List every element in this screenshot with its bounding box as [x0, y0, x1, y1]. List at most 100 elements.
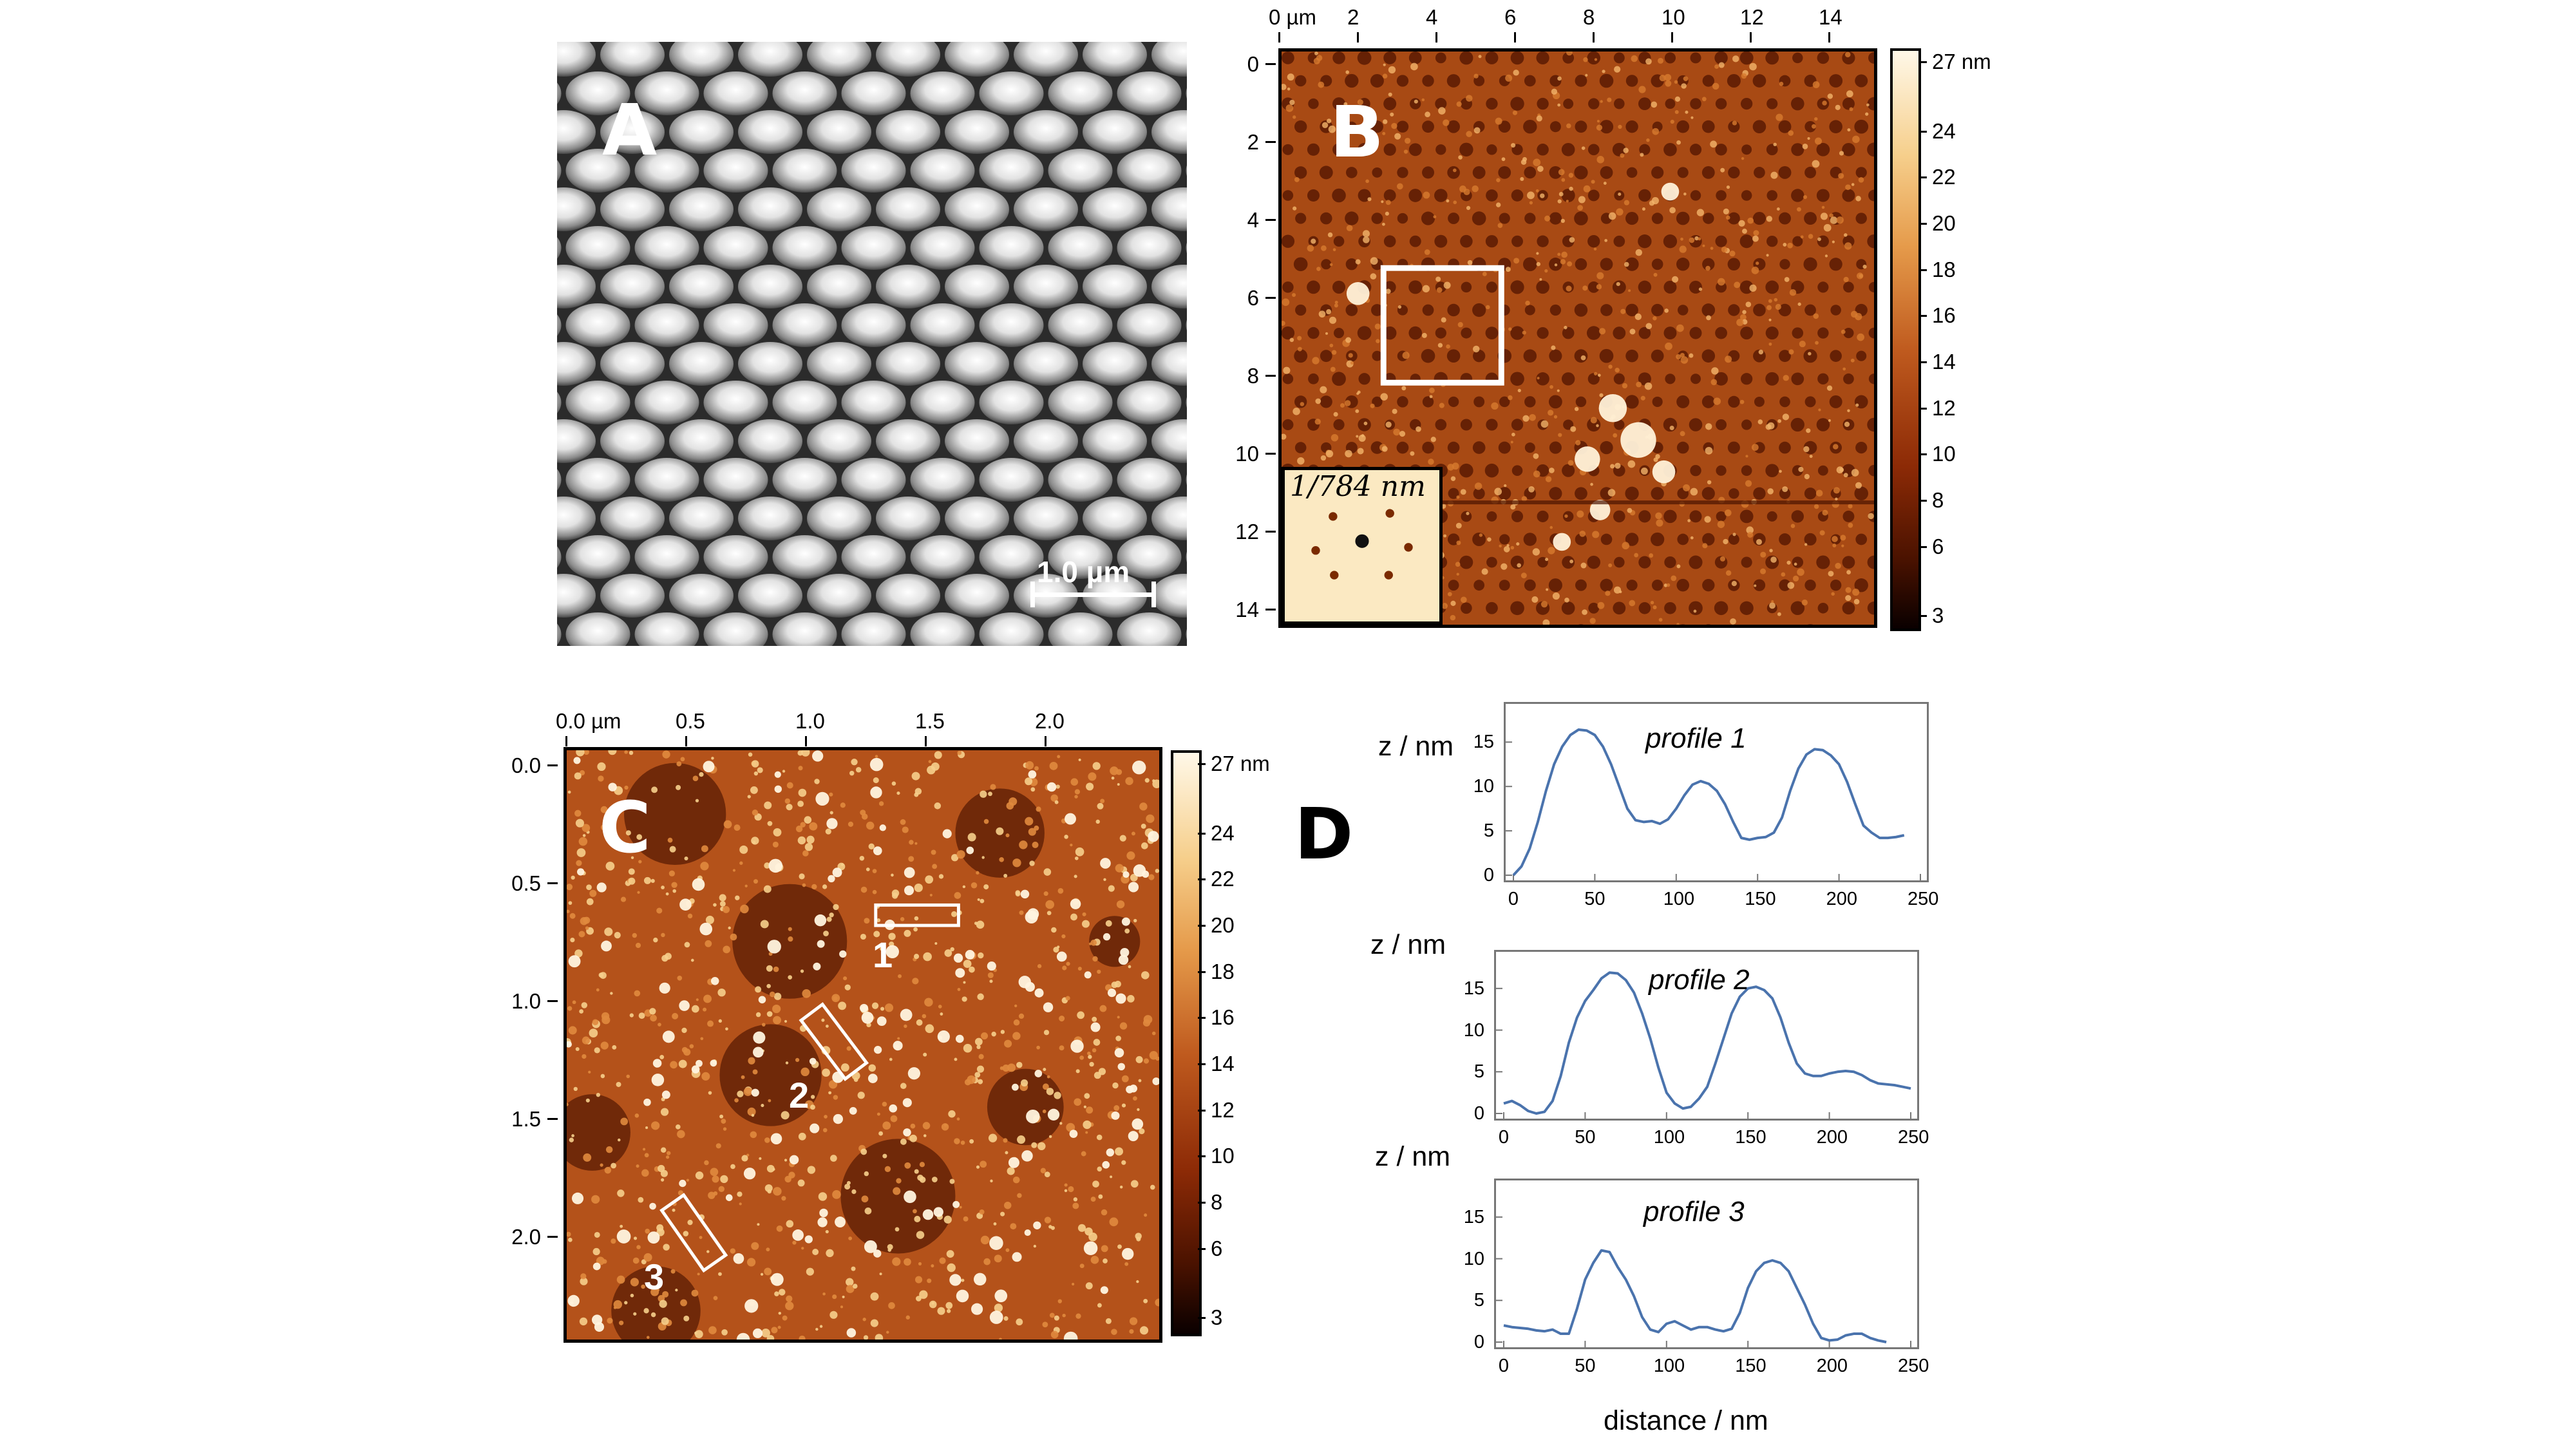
grain	[870, 1292, 879, 1301]
pore	[1790, 417, 1804, 432]
pore	[1706, 624, 1711, 625]
pore	[1753, 303, 1766, 317]
particle	[861, 1011, 874, 1024]
grain	[1818, 408, 1821, 412]
particle	[1008, 1157, 1019, 1168]
grain	[875, 755, 878, 758]
grain	[1141, 842, 1148, 849]
particle	[792, 1229, 804, 1241]
grain	[773, 1016, 782, 1025]
pore	[1447, 166, 1460, 179]
grain	[781, 1196, 786, 1201]
grain	[604, 1166, 612, 1174]
grain	[1747, 217, 1754, 224]
grain	[1539, 278, 1542, 281]
grain	[1054, 1092, 1061, 1099]
profile-3-line	[1503, 1249, 1887, 1343]
panel-b-x-tick	[1671, 32, 1673, 43]
pore	[1868, 189, 1874, 202]
pore	[1779, 579, 1791, 591]
grain	[1797, 568, 1804, 576]
grain	[1600, 100, 1603, 103]
grain	[931, 849, 936, 855]
grain	[613, 1306, 617, 1309]
sphere	[1117, 226, 1182, 270]
pore	[1792, 236, 1803, 247]
grain	[1610, 464, 1615, 469]
pore	[1578, 624, 1584, 625]
grain	[1868, 513, 1874, 520]
pore	[1333, 236, 1345, 247]
grain	[1030, 787, 1036, 792]
grain	[1289, 99, 1295, 106]
sphere	[876, 497, 940, 540]
pore	[1689, 327, 1702, 339]
profile-1-x-tick-label: 0	[1508, 889, 1519, 909]
pore	[1549, 441, 1562, 454]
grain	[569, 913, 576, 919]
grain	[1456, 573, 1459, 576]
grain	[1566, 200, 1569, 203]
pore	[1855, 74, 1868, 88]
pore	[1714, 52, 1728, 65]
pore	[1728, 534, 1739, 545]
grain	[1714, 64, 1719, 69]
grain	[750, 786, 758, 794]
profile-1-title: profile 1	[1645, 723, 1747, 754]
grain	[568, 901, 573, 905]
pore	[1626, 167, 1638, 178]
grain	[567, 884, 573, 891]
grain	[1105, 920, 1112, 927]
grain	[1704, 516, 1711, 523]
pore	[1587, 52, 1600, 65]
particle	[1111, 1111, 1120, 1120]
grain	[1813, 313, 1819, 319]
pore	[1447, 303, 1460, 317]
profile-2-x-tick-label: 100	[1653, 1127, 1685, 1148]
pore	[1664, 52, 1676, 64]
grain	[1441, 603, 1448, 609]
grain	[1362, 230, 1370, 238]
panel-b-x-tick	[1514, 32, 1516, 43]
grain	[661, 1317, 669, 1325]
grain	[747, 795, 751, 799]
sphere	[1117, 303, 1182, 347]
sphere	[738, 419, 802, 463]
grain	[1527, 191, 1535, 200]
pore	[1779, 396, 1790, 408]
grain	[1388, 92, 1392, 97]
grain	[1545, 476, 1552, 482]
grain	[1821, 205, 1825, 209]
panel-c-colorbar-label: 10	[1211, 1144, 1235, 1168]
grain	[1505, 74, 1513, 82]
pore	[1510, 97, 1524, 111]
grain	[1363, 236, 1370, 243]
pore	[1638, 327, 1651, 339]
grain	[1832, 544, 1837, 548]
pore	[1804, 120, 1816, 133]
pore	[1741, 465, 1752, 477]
grain	[1520, 176, 1524, 181]
grain	[1327, 232, 1333, 238]
particle	[870, 786, 882, 799]
grain	[1057, 945, 1060, 949]
grain	[725, 1027, 728, 1031]
grain	[1325, 332, 1329, 335]
pore	[1499, 580, 1510, 591]
grain	[589, 1028, 598, 1038]
particle	[971, 1303, 983, 1315]
profile-1-x-tick-label: 200	[1826, 889, 1857, 909]
particle	[937, 1030, 950, 1043]
profile-region-1	[874, 903, 960, 927]
grain	[1585, 73, 1588, 77]
pore	[1753, 579, 1766, 591]
grain	[1066, 961, 1070, 966]
grain	[1428, 459, 1434, 465]
grain	[897, 1037, 900, 1040]
grain	[1619, 590, 1622, 594]
grain	[1115, 1036, 1121, 1041]
grain	[798, 1132, 806, 1141]
grain	[616, 1081, 621, 1087]
grain	[1831, 592, 1835, 596]
sphere	[1117, 71, 1182, 115]
